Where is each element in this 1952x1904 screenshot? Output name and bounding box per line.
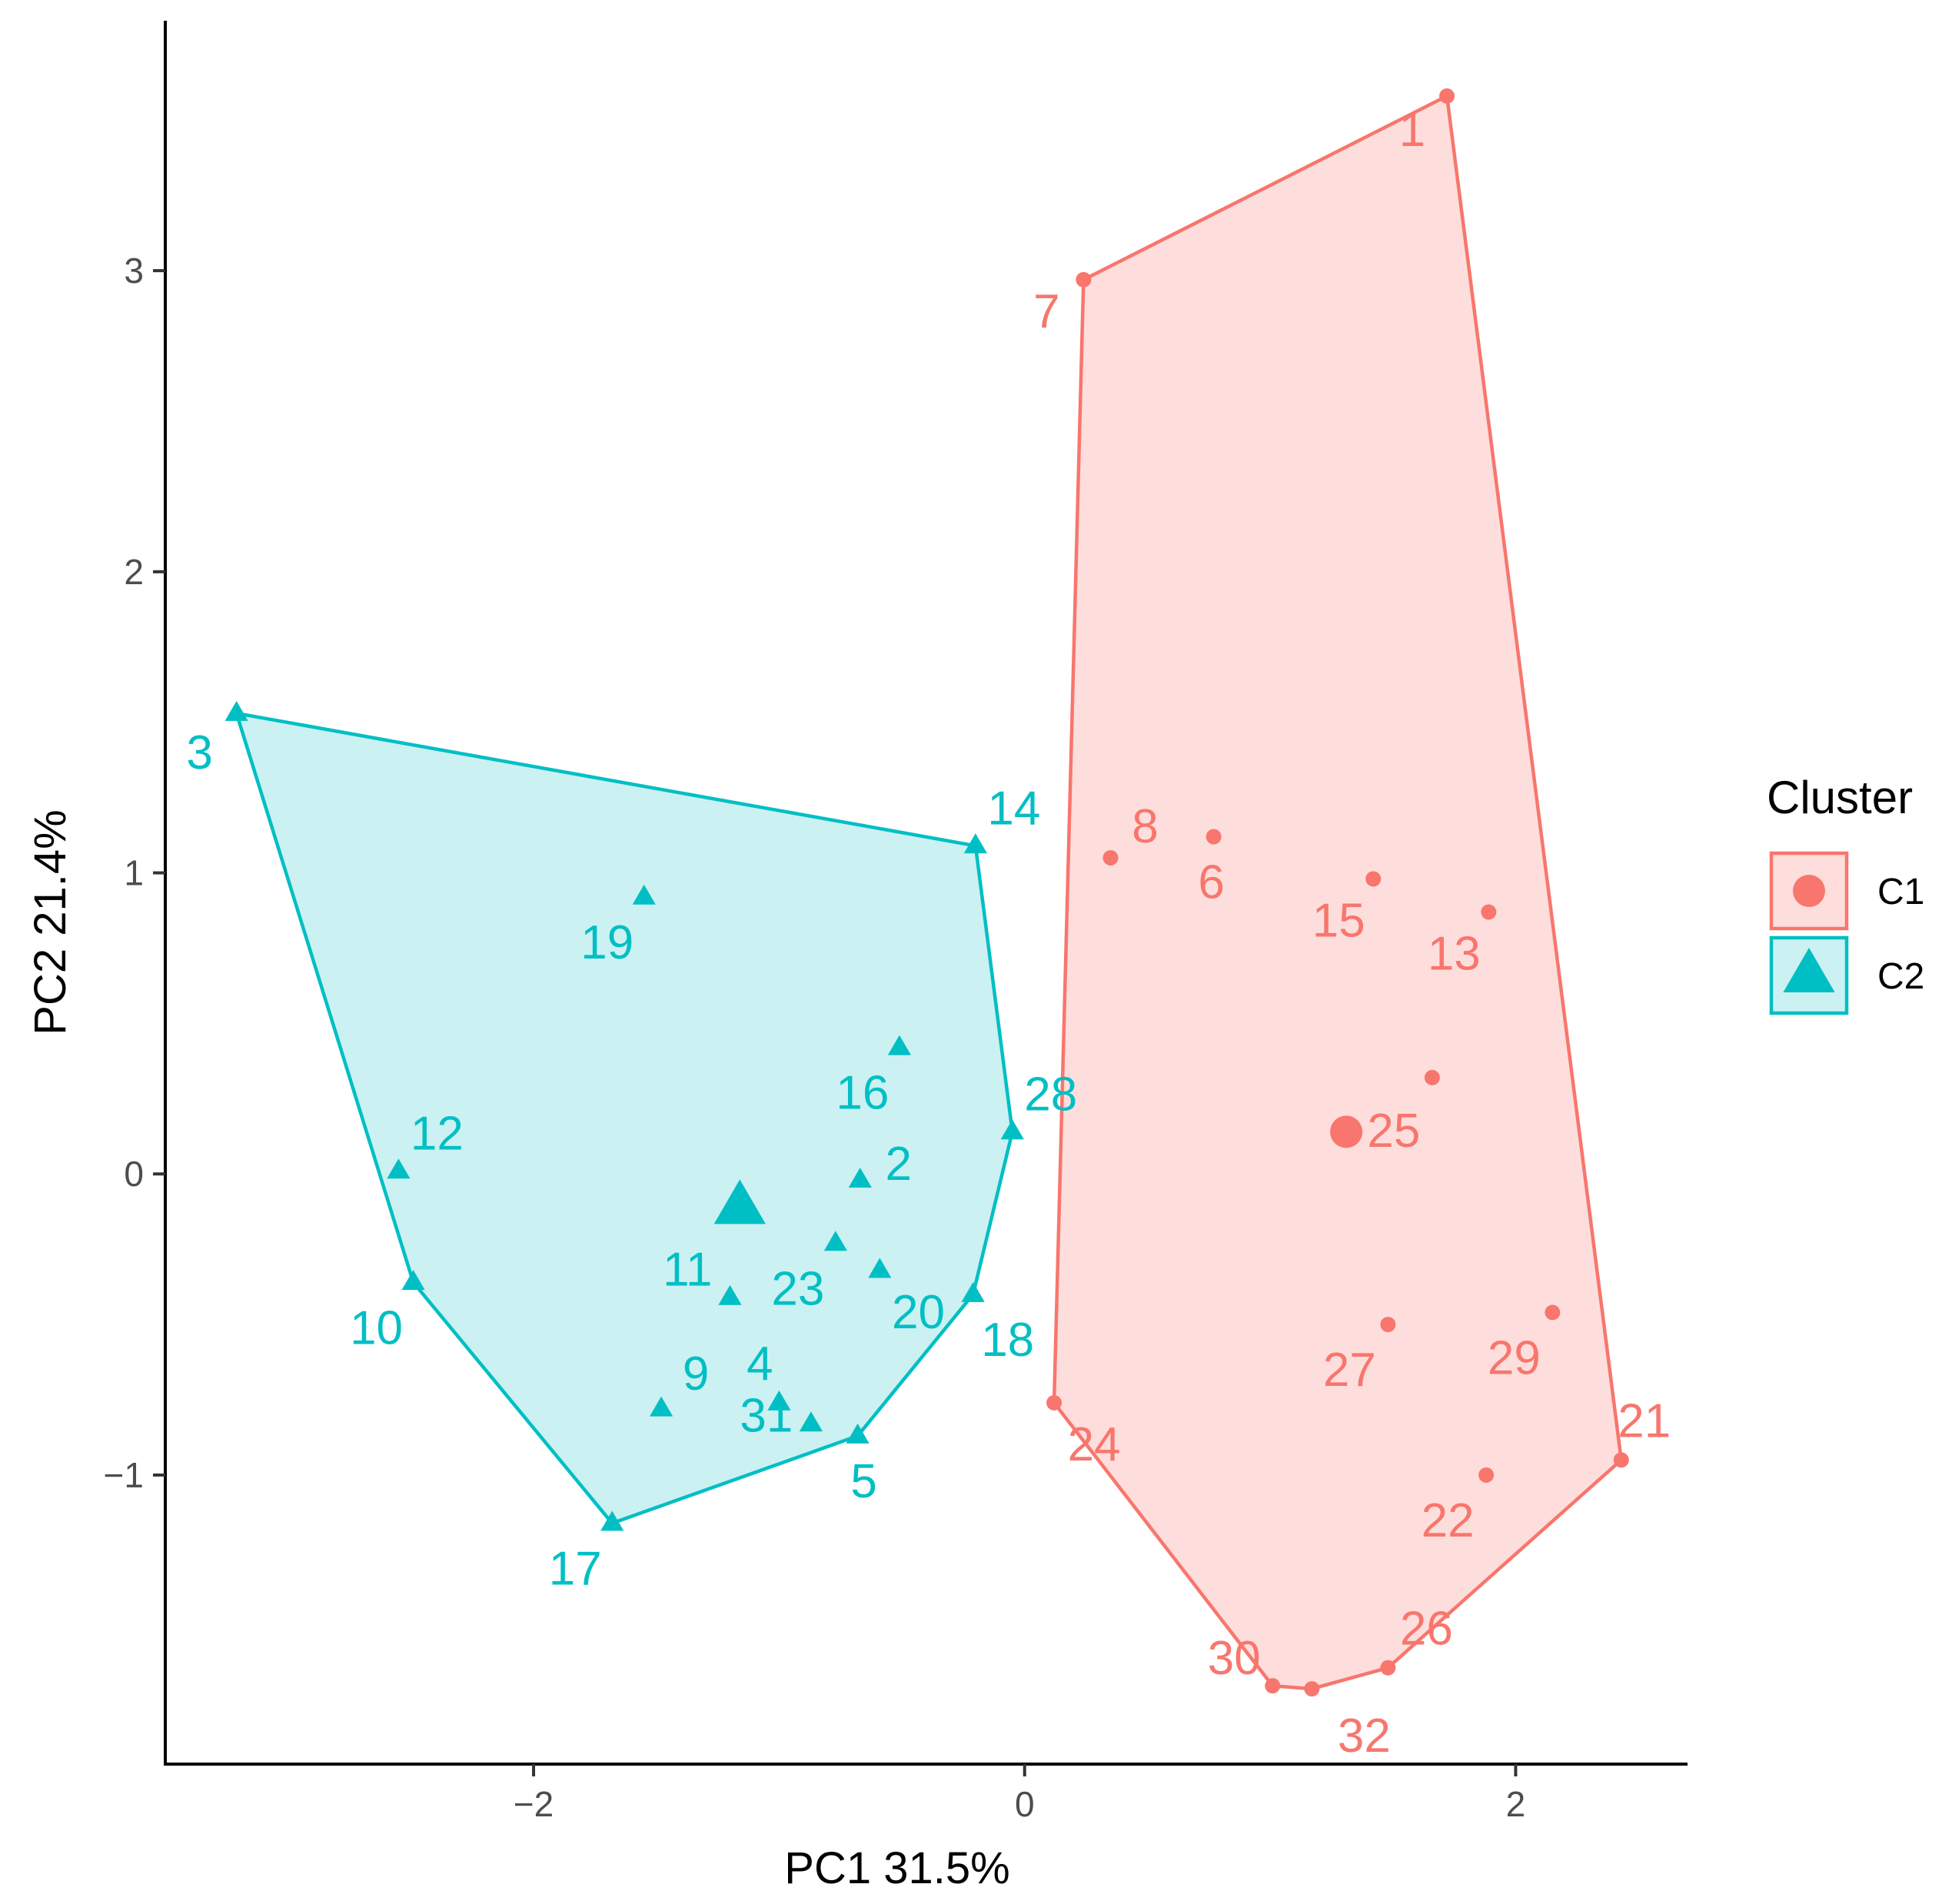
point-c2-12 bbox=[387, 1158, 411, 1179]
point-label-19: 19 bbox=[580, 916, 633, 969]
point-label-17: 17 bbox=[549, 1543, 602, 1596]
point-label-27: 27 bbox=[1323, 1344, 1376, 1397]
point-label-23: 23 bbox=[771, 1262, 824, 1315]
point-c2-5 bbox=[846, 1423, 870, 1444]
point-label-30: 30 bbox=[1208, 1632, 1261, 1685]
point-label-8: 8 bbox=[1132, 800, 1158, 853]
point-label-18: 18 bbox=[981, 1314, 1034, 1367]
point-label-9: 9 bbox=[683, 1347, 709, 1401]
point-c1-30 bbox=[1265, 1678, 1281, 1694]
point-c1-24 bbox=[1046, 1394, 1062, 1411]
point-label-21: 21 bbox=[1618, 1394, 1671, 1447]
point-label-16: 16 bbox=[836, 1067, 889, 1120]
point-label-28: 28 bbox=[1024, 1068, 1077, 1121]
point-c1-1 bbox=[1439, 88, 1455, 104]
point-c2-2 bbox=[848, 1167, 872, 1188]
point-label-11: 11 bbox=[663, 1244, 712, 1297]
x-tick-label: −2 bbox=[514, 1784, 554, 1824]
y-tick-label: −1 bbox=[104, 1455, 144, 1495]
y-axis-title: PC2 21.4% bbox=[25, 809, 75, 1035]
x-tick-label: 2 bbox=[1506, 1784, 1526, 1824]
point-c2-19 bbox=[632, 884, 656, 905]
point-label-29: 29 bbox=[1488, 1331, 1541, 1384]
x-axis-ticks: −2 0 2 bbox=[514, 1764, 1525, 1824]
legend-symbol-c1 bbox=[1793, 875, 1825, 907]
hull-c1 bbox=[1052, 94, 1624, 1691]
point-layer bbox=[224, 88, 1629, 1697]
point-label-13: 13 bbox=[1428, 927, 1481, 980]
point-c1-8 bbox=[1102, 849, 1119, 866]
y-tick-label: 1 bbox=[124, 853, 144, 893]
point-label-10: 10 bbox=[350, 1301, 403, 1354]
legend: Cluster C1 C2 bbox=[1767, 772, 1924, 1015]
point-c2-4 bbox=[767, 1390, 791, 1411]
point-label-7: 7 bbox=[1033, 285, 1059, 338]
point-label-2: 2 bbox=[886, 1138, 912, 1191]
point-c1-7 bbox=[1076, 271, 1092, 287]
point-c2-18 bbox=[961, 1281, 985, 1302]
legend-label-c2: C2 bbox=[1877, 956, 1924, 997]
point-c2-3 bbox=[224, 700, 248, 721]
x-tick-label: 0 bbox=[1015, 1784, 1035, 1824]
point-c1-6 bbox=[1205, 829, 1222, 845]
point-c1-22 bbox=[1478, 1467, 1495, 1483]
point-label-22: 22 bbox=[1422, 1494, 1475, 1547]
point-c1-21 bbox=[1613, 1452, 1629, 1468]
y-tick-label: 0 bbox=[124, 1154, 144, 1194]
centroid-c2 bbox=[713, 1179, 766, 1224]
legend-label-c1: C1 bbox=[1877, 872, 1924, 912]
point-c2-11 bbox=[868, 1258, 892, 1278]
x-axis-title: PC1 31.5% bbox=[784, 1843, 1009, 1893]
centroid-c1 bbox=[1330, 1115, 1363, 1148]
point-label-15: 15 bbox=[1312, 894, 1365, 947]
point-label-4: 4 bbox=[747, 1337, 773, 1391]
y-tick-label: 2 bbox=[124, 552, 144, 592]
point-c2-16 bbox=[887, 1035, 911, 1055]
point-label-31: 31 bbox=[740, 1389, 793, 1442]
point-label-24: 24 bbox=[1068, 1418, 1121, 1471]
point-c1-13 bbox=[1481, 904, 1497, 920]
hull-c2 bbox=[234, 711, 1015, 1525]
legend-items: C1 C2 bbox=[1769, 851, 1924, 1015]
point-label-6: 6 bbox=[1198, 856, 1224, 909]
point-c1-25 bbox=[1424, 1069, 1440, 1085]
point-c2-20 bbox=[718, 1284, 742, 1305]
point-label-14: 14 bbox=[987, 782, 1040, 835]
point-c2-14 bbox=[963, 833, 987, 854]
point-c2-23 bbox=[823, 1231, 847, 1251]
point-c1-15 bbox=[1365, 871, 1382, 887]
point-c1-26 bbox=[1380, 1660, 1396, 1676]
point-label-3: 3 bbox=[186, 726, 212, 779]
point-label-32: 32 bbox=[1338, 1710, 1391, 1763]
point-c2-31 bbox=[799, 1411, 823, 1432]
point-label-20: 20 bbox=[892, 1286, 945, 1339]
point-label-1: 1 bbox=[1399, 104, 1425, 157]
point-c1-32 bbox=[1304, 1681, 1320, 1697]
point-label-26: 26 bbox=[1400, 1603, 1453, 1656]
hull-layer bbox=[234, 94, 1624, 1691]
point-c2-28 bbox=[1000, 1119, 1024, 1140]
point-label-25: 25 bbox=[1367, 1105, 1420, 1158]
y-tick-label: 3 bbox=[124, 251, 144, 291]
point-label-5: 5 bbox=[850, 1455, 876, 1508]
point-c2-17 bbox=[600, 1510, 624, 1531]
point-c2-10 bbox=[401, 1270, 425, 1291]
y-axis-ticks: −1 0 1 2 3 bbox=[104, 251, 165, 1495]
point-label-12: 12 bbox=[411, 1107, 464, 1160]
legend-title: Cluster bbox=[1767, 772, 1913, 823]
point-c2-9 bbox=[650, 1396, 673, 1417]
legend-symbol-c2 bbox=[1783, 948, 1835, 993]
point-c1-27 bbox=[1380, 1317, 1396, 1333]
point-c1-29 bbox=[1545, 1304, 1561, 1321]
